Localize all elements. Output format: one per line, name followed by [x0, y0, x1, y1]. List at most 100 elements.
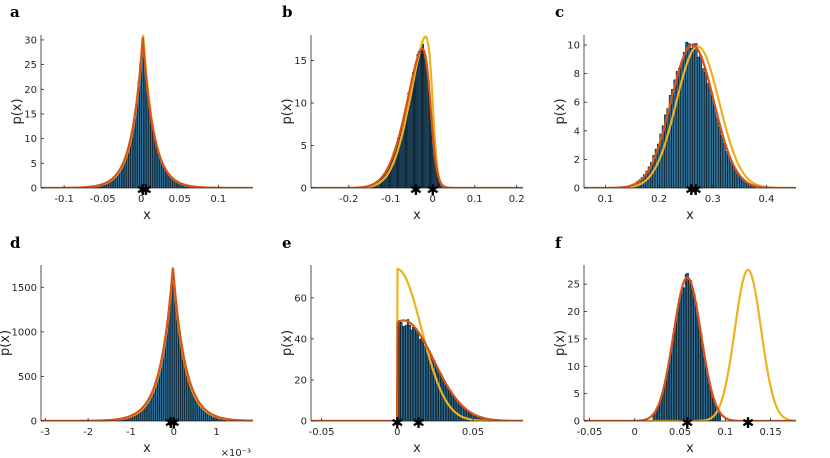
y-tick-label: 10: [567, 41, 580, 52]
x-tick-label: -0.1: [54, 194, 74, 205]
fit-curve-c: [584, 43, 796, 188]
y-tick-label: 8: [574, 69, 580, 80]
histogram-bar: [150, 123, 153, 188]
y-tick-label: 5: [574, 389, 580, 400]
histogram-bar: [696, 56, 700, 188]
histogram-bar: [172, 280, 176, 421]
y-tick-label: 30: [24, 35, 37, 46]
y-tick-label: 40: [294, 334, 307, 345]
histogram-bar: [155, 383, 158, 421]
x-tick-label: 0.05: [669, 427, 691, 438]
x-tick-label: -2: [83, 427, 93, 438]
y-tick-label: 4: [574, 126, 580, 137]
estimate-marker: ✱: [136, 181, 149, 199]
estimate-marker: ✱: [689, 181, 702, 199]
histogram-bar: [708, 87, 712, 188]
x-exponent-label: ×10⁻³: [221, 448, 251, 458]
x-axis-label: x: [143, 441, 151, 456]
histogram-bar: [176, 318, 179, 421]
histogram-bar: [149, 396, 153, 421]
histogram-bar: [148, 109, 151, 188]
y-tick-label: 25: [567, 280, 580, 291]
x-tick-label: 0.1: [598, 194, 614, 205]
histogram-bar: [696, 317, 699, 421]
histogram-bar: [161, 358, 164, 421]
histogram-bar: [688, 278, 691, 421]
x-tick-label: -0.1: [381, 194, 401, 205]
x-tick-label: 0.2: [509, 194, 525, 205]
panel-label-f: f: [555, 234, 563, 252]
histogram-bar: [671, 342, 674, 421]
estimate-marker: ✱: [140, 181, 153, 199]
histogram-bar: [191, 393, 195, 421]
x-tick-label: 0.05: [462, 427, 484, 438]
histogram-bar: [734, 171, 738, 188]
x-tick-label: 0.1: [467, 194, 483, 205]
histogram-bar: [695, 302, 698, 421]
x-tick-label: -0.05: [309, 427, 335, 438]
histogram-bar: [189, 387, 193, 421]
histogram-bar: [413, 328, 416, 421]
x-tick-label: -1: [126, 427, 136, 438]
histogram-bar: [694, 43, 698, 188]
estimate-marker: ✱: [742, 414, 755, 432]
histogram-bar: [718, 126, 721, 188]
estimate-marker: ✱: [685, 181, 698, 199]
histogram-bar: [152, 130, 155, 188]
estimate-marker: ✱: [412, 414, 425, 432]
y-axis-label: p(x): [0, 330, 13, 356]
histogram-bar: [421, 341, 424, 421]
estimate-marker: ✱: [681, 414, 694, 432]
histogram-bar: [674, 321, 677, 421]
y-tick-label: 5: [31, 159, 37, 170]
histogram-bar: [440, 373, 443, 421]
x-axis-label: x: [686, 441, 694, 456]
y-tick-label: 10: [294, 99, 307, 110]
y-tick-label: 20: [567, 307, 580, 318]
y-tick-label: 10: [567, 362, 580, 373]
histogram-bar: [133, 117, 137, 188]
y-tick-label: 25: [24, 60, 37, 71]
x-tick-label: 0.15: [759, 427, 781, 438]
x-tick-label: 0: [138, 194, 144, 205]
histogram-bar: [164, 171, 168, 188]
y-tick-label: 0: [574, 184, 580, 195]
y-axis-label: p(x): [553, 330, 568, 356]
y-tick-label: 5: [301, 141, 307, 152]
x-axis-label: x: [413, 208, 421, 223]
estimate-marker: ✱: [410, 181, 423, 199]
y-tick-label: 10: [24, 134, 37, 145]
histogram-bar: [699, 54, 703, 188]
x-axis-label: x: [413, 441, 421, 456]
histogram-bar: [703, 72, 707, 188]
histogram-bar: [170, 283, 174, 421]
x-tick-label: 0.05: [169, 194, 191, 205]
x-tick-label: -0.05: [576, 427, 602, 438]
histogram-bar: [163, 348, 166, 421]
y-axis-label: p(x): [280, 330, 295, 356]
histogram-bar: [689, 47, 693, 188]
histogram-bar: [673, 79, 677, 188]
histogram-bar: [739, 177, 742, 188]
histogram-bar: [456, 400, 459, 421]
y-tick-label: 20: [294, 375, 307, 386]
histogram-bar: [157, 376, 160, 421]
x-tick-label: 0.4: [759, 194, 775, 205]
y-axis-label: p(x): [553, 98, 568, 124]
histogram-bar: [698, 328, 701, 421]
x-tick-label: -0.2: [339, 194, 359, 205]
y-tick-label: 60: [294, 293, 307, 304]
x-axis-label: x: [143, 208, 151, 223]
y-tick-label: 0: [574, 417, 580, 428]
x-tick-label: 0: [171, 427, 177, 438]
y-tick-label: 1500: [12, 283, 37, 294]
y-tick-label: 15: [294, 56, 307, 67]
histogram-bar: [144, 76, 148, 188]
histogram-bar: [159, 160, 162, 188]
x-tick-label: 0.1: [717, 427, 733, 438]
histogram-bar: [681, 287, 684, 421]
panel-label-a: a: [10, 3, 20, 21]
y-tick-label: 15: [24, 109, 37, 120]
